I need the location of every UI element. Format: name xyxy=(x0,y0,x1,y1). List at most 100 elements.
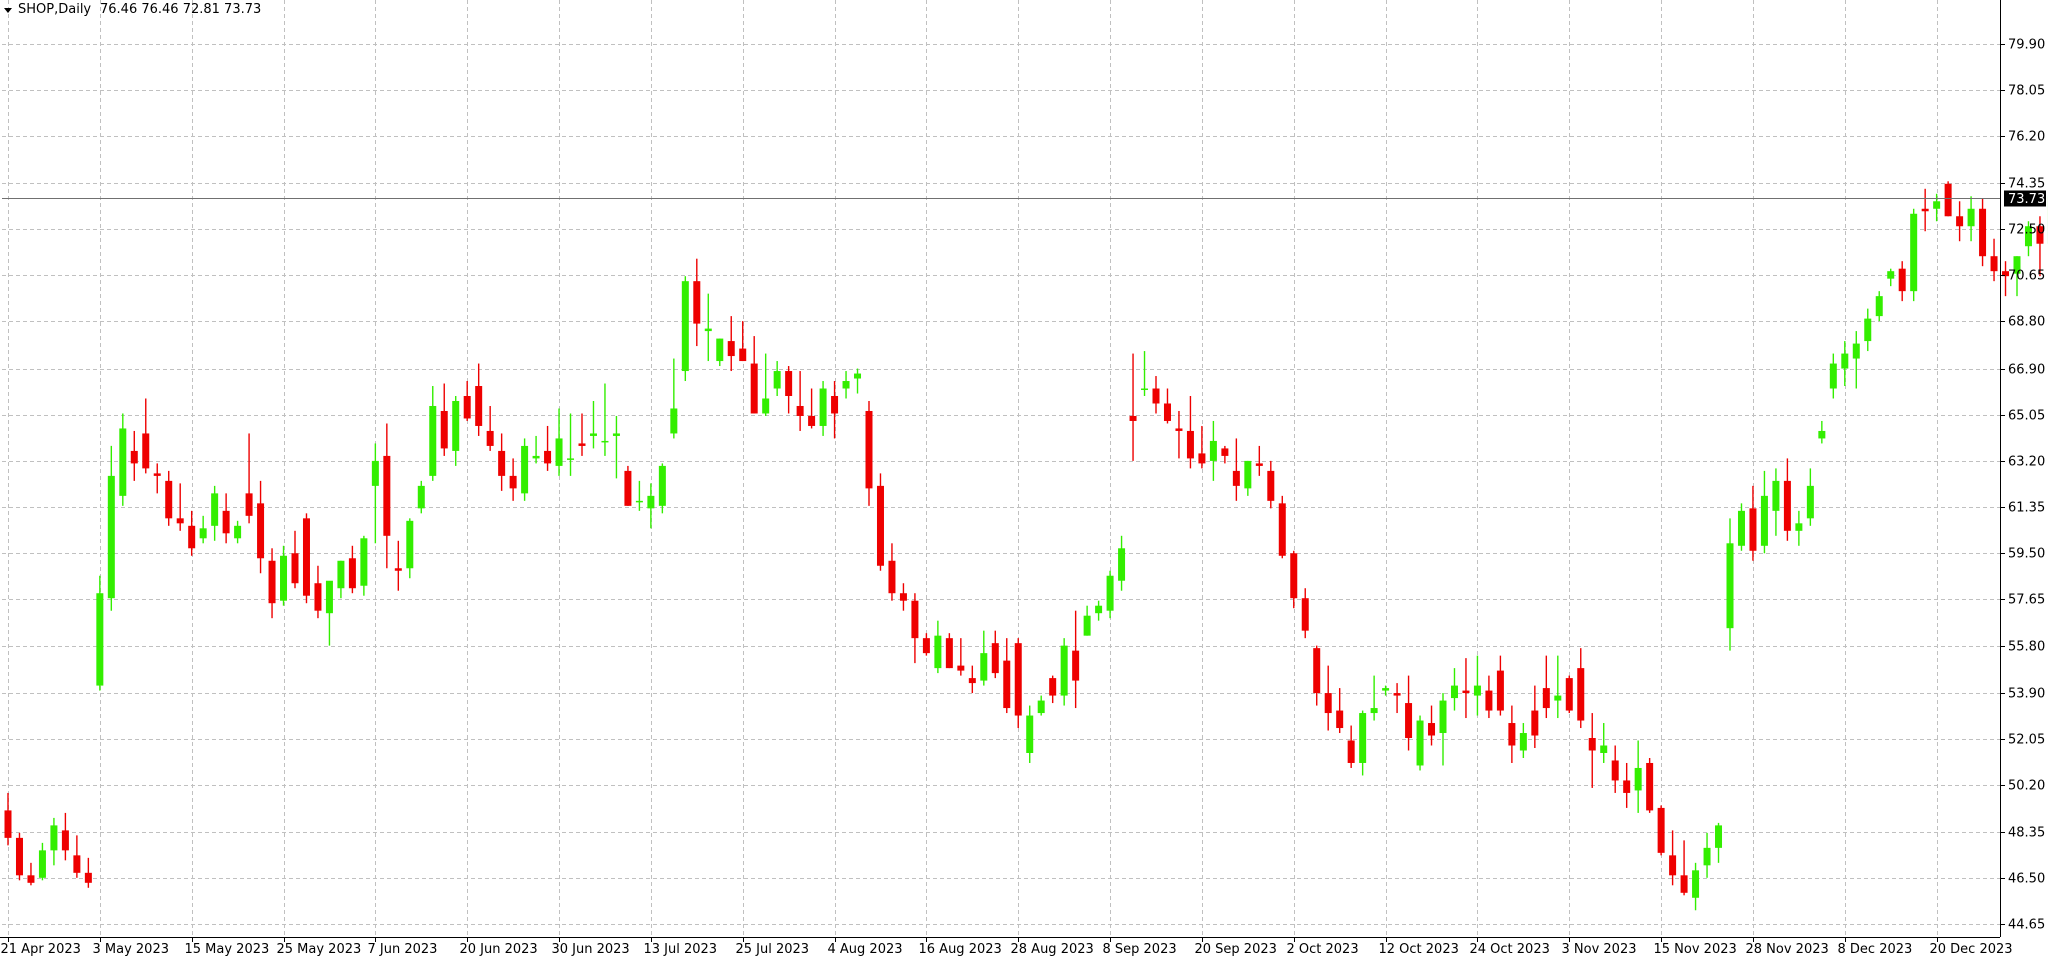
candle xyxy=(1370,675,1378,721)
candle xyxy=(314,565,322,619)
candle xyxy=(647,483,655,529)
candle-body xyxy=(957,665,965,671)
time-tick-label: 15 May 2023 xyxy=(185,942,270,956)
candle-body xyxy=(199,528,207,539)
candle xyxy=(808,388,816,429)
candle-body xyxy=(337,560,345,589)
candle xyxy=(1267,460,1275,509)
candle-body xyxy=(1186,430,1194,459)
candle-body xyxy=(417,485,425,509)
candle-body xyxy=(1003,660,1011,709)
candle xyxy=(1186,396,1194,469)
candle xyxy=(1531,685,1539,748)
candle-body xyxy=(2036,226,2044,244)
candle xyxy=(348,545,356,594)
candle-body xyxy=(1049,678,1057,696)
candle-body xyxy=(819,388,827,426)
candle xyxy=(257,480,265,574)
candle xyxy=(1990,238,1998,282)
candle-body xyxy=(1806,485,1814,519)
candle xyxy=(1715,822,1723,863)
candle xyxy=(153,463,161,494)
candle xyxy=(980,630,988,686)
candle xyxy=(1026,705,1034,763)
candle xyxy=(1979,198,1987,267)
candle xyxy=(337,560,345,599)
candle-body xyxy=(1462,690,1470,694)
candle xyxy=(245,433,253,524)
candle xyxy=(704,293,712,362)
candle-body xyxy=(348,558,356,589)
current-price-label: 73.73 xyxy=(2008,192,2045,207)
candle xyxy=(1163,388,1171,424)
candle xyxy=(785,366,793,414)
candle xyxy=(2002,261,2010,297)
candle-body xyxy=(1933,201,1941,209)
candle-body xyxy=(1611,760,1619,781)
candle-body xyxy=(1634,767,1642,791)
symbol-label: SHOP,Daily xyxy=(18,2,91,17)
candle xyxy=(567,413,575,476)
price-tick-label: 57.65 xyxy=(2008,593,2045,608)
candle-body xyxy=(1359,713,1367,763)
candle-body xyxy=(1600,745,1608,753)
grid-lines xyxy=(2,0,2000,937)
candle-body xyxy=(521,445,529,494)
candle xyxy=(1255,445,1263,476)
candle xyxy=(1141,351,1149,396)
candle-body xyxy=(704,328,712,332)
candle xyxy=(773,361,781,396)
candle xyxy=(188,510,196,556)
candle xyxy=(796,371,804,431)
candle-body xyxy=(1577,668,1585,721)
candle xyxy=(635,480,643,511)
candle-body xyxy=(555,438,563,466)
candle-body xyxy=(1956,216,1964,227)
candle xyxy=(842,371,850,399)
candle-body xyxy=(1439,700,1447,734)
candle-body xyxy=(647,495,655,509)
candle-body xyxy=(96,593,104,686)
time-tick-label: 8 Dec 2023 xyxy=(1838,942,1913,956)
price-tick-label: 78.05 xyxy=(2008,84,2045,99)
dropdown-triangle-icon[interactable] xyxy=(4,8,12,13)
candle-body xyxy=(1255,463,1263,466)
candle xyxy=(1519,723,1527,758)
candle-body xyxy=(1715,825,1723,848)
candle xyxy=(1967,196,1975,242)
candle-body xyxy=(1692,870,1700,898)
candle xyxy=(1290,550,1298,609)
candle xyxy=(1313,645,1321,706)
time-tick-label: 24 Oct 2023 xyxy=(1470,942,1550,956)
candle-body xyxy=(1990,256,1998,272)
price-tick-label: 63.20 xyxy=(2008,455,2045,470)
candle xyxy=(957,638,965,676)
candle xyxy=(1382,685,1390,696)
candle-body xyxy=(544,450,552,464)
candle xyxy=(176,483,184,531)
candle xyxy=(1175,410,1183,459)
candle-body xyxy=(1749,508,1757,551)
candle xyxy=(1669,830,1677,886)
candle xyxy=(1278,495,1286,559)
candle xyxy=(1692,862,1700,911)
candle-body xyxy=(1416,720,1424,766)
candle xyxy=(1003,638,1011,714)
candle xyxy=(1439,693,1447,766)
candle xyxy=(716,338,724,367)
time-tick-label: 8 Sep 2023 xyxy=(1103,942,1177,956)
candle-body xyxy=(257,503,265,559)
price-tick-label: 53.90 xyxy=(2008,687,2045,702)
candle xyxy=(1462,658,1470,719)
candle-body xyxy=(27,875,35,883)
candle xyxy=(475,363,483,436)
candle-body xyxy=(1163,403,1171,421)
candle xyxy=(1588,713,1596,788)
candle-body xyxy=(360,538,368,586)
candle-body xyxy=(1703,847,1711,866)
candle-body xyxy=(681,281,689,372)
candle xyxy=(222,493,230,544)
candle-body xyxy=(142,433,150,469)
